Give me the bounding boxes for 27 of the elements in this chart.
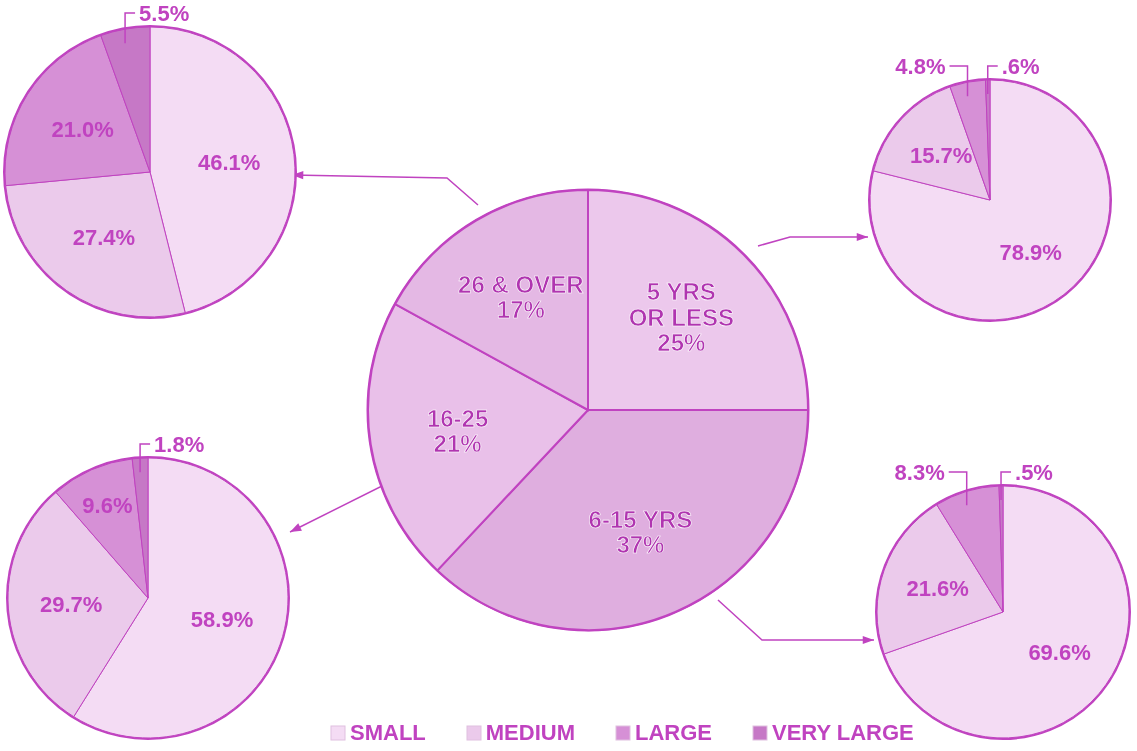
data-label: 9.6% — [82, 493, 133, 519]
data-label: 4.8% — [895, 53, 946, 79]
slice-label: 6-15 YRS — [588, 505, 693, 533]
data-label: 27.4% — [72, 224, 136, 250]
data-label: 78.9% — [999, 239, 1062, 265]
slice-label: 16-25 — [426, 404, 489, 432]
legend-label: LARGE — [634, 720, 712, 746]
legend-label: MEDIUM — [485, 720, 575, 746]
data-label: 15.7% — [909, 143, 973, 169]
data-label: 21.0% — [51, 116, 114, 142]
data-label: 21.6% — [906, 576, 969, 602]
data-label: .6% — [1001, 53, 1040, 79]
data-label: 1.8% — [154, 431, 205, 457]
slice-label: 26 & OVER — [458, 270, 584, 298]
data-label: 17% — [496, 295, 545, 323]
data-label: .5% — [1015, 459, 1053, 485]
data-label: 69.6% — [1028, 639, 1091, 665]
data-label: 37% — [616, 530, 665, 558]
data-label: 21% — [433, 429, 482, 457]
data-label: 58.9% — [190, 606, 254, 632]
data-label: 46.1% — [197, 149, 261, 175]
slice-label: 5 YRS OR LESS — [628, 277, 735, 331]
data-label: 8.3% — [894, 459, 945, 485]
data-label: 5.5% — [139, 0, 190, 26]
legend-label: SMALL — [350, 720, 426, 746]
data-label: 29.7% — [40, 591, 103, 617]
legend-label: VERY LARGE — [771, 720, 914, 746]
